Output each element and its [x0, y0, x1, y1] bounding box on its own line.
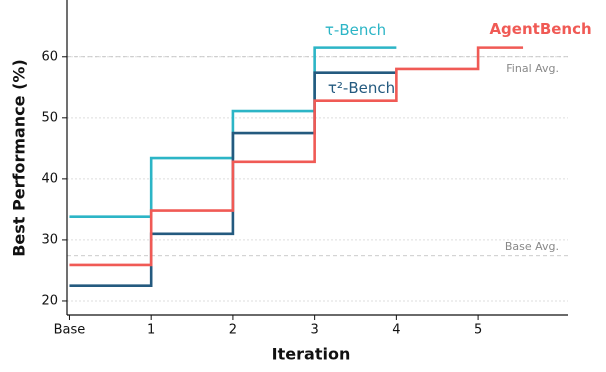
x-tick-label: 2 [229, 323, 237, 338]
x-tick-label: Base [54, 323, 86, 338]
reference-label: Final Avg. [506, 62, 559, 75]
y-tick-label: 50 [41, 110, 58, 125]
x-axis-label: Iteration [272, 345, 351, 364]
step-line [69, 46, 524, 267]
x-tick-label: 1 [147, 323, 155, 338]
y-tick-label: 30 [41, 232, 58, 247]
y-tick-label: 20 [41, 293, 58, 308]
x-tick-label: 3 [310, 323, 318, 338]
reference-label: Base Avg. [505, 240, 559, 253]
y-tick-label: 40 [41, 171, 58, 186]
x-tick-label: 5 [474, 323, 482, 338]
series-label: AgentBench [489, 20, 591, 38]
series-label: τ-Bench [325, 21, 386, 39]
y-axis-label: Best Performance (%) [10, 59, 29, 257]
y-tick-label: 60 [41, 49, 58, 64]
x-tick-label: 4 [392, 323, 400, 338]
series-label: τ²-Bench [328, 79, 395, 97]
